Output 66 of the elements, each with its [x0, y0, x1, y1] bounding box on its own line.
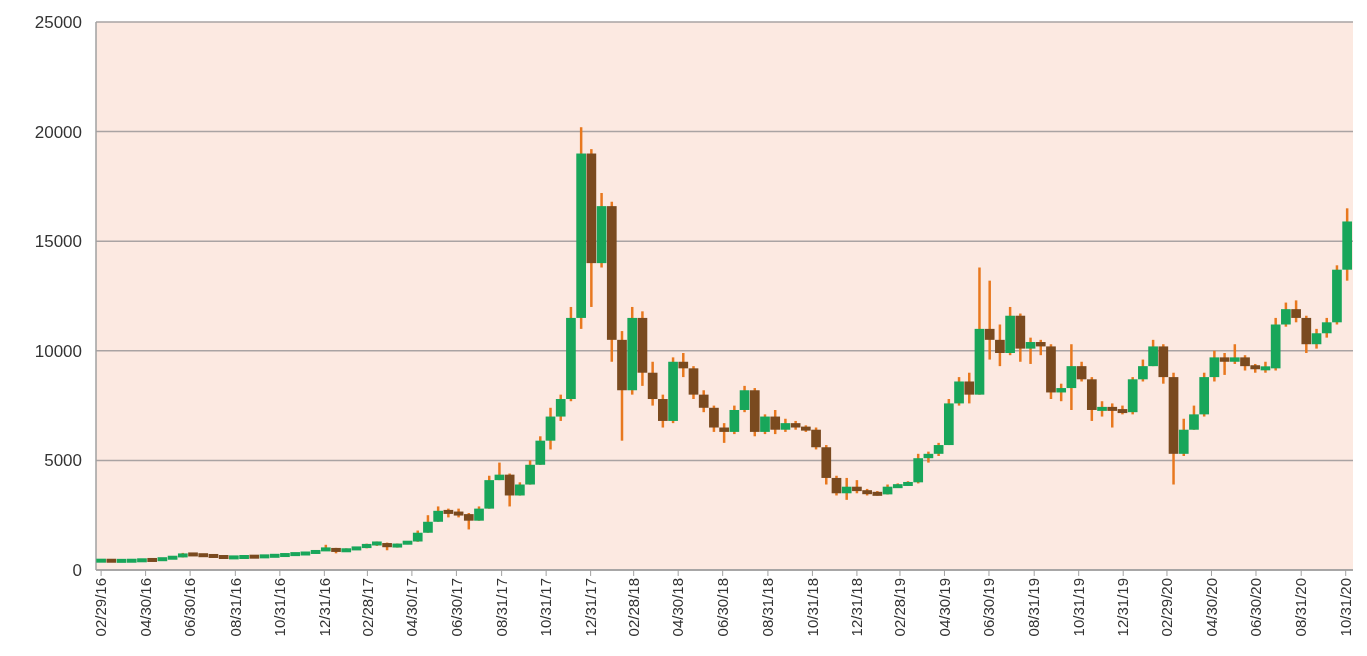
candlestick	[1291, 299, 1301, 324]
candlestick	[719, 421, 729, 445]
x-tick-label: 08/31/19	[1025, 578, 1043, 637]
y-tick-label: 15000	[34, 232, 82, 252]
candlestick	[995, 323, 1005, 368]
y-tick-label: 25000	[34, 12, 82, 32]
x-tick-label: 12/31/19	[1114, 578, 1132, 637]
x-tick-label: 02/28/18	[624, 578, 642, 637]
candlestick	[658, 393, 668, 429]
candlestick	[984, 279, 995, 361]
x-tick-label: 08/31/20	[1292, 578, 1310, 637]
candlestick	[1209, 349, 1220, 383]
y-tick-label: 10000	[34, 341, 82, 361]
candlestick	[504, 472, 515, 508]
y-tick-label: 20000	[34, 122, 82, 142]
candlestick	[1321, 316, 1332, 339]
x-tick-label: 02/28/19	[891, 578, 909, 637]
x-tick-label: 08/31/18	[759, 578, 777, 637]
candlestick	[1311, 327, 1322, 350]
x-tick-label: 12/31/18	[848, 578, 866, 637]
x-tick-label: 02/29/20	[1158, 578, 1176, 637]
y-tick-label: 0	[72, 560, 82, 580]
x-tick-label: 04/30/16	[136, 578, 154, 637]
candlestick	[1148, 338, 1158, 368]
candlestick	[1066, 342, 1077, 412]
x-tick-label: 08/31/16	[226, 578, 244, 637]
candlestick	[709, 404, 719, 434]
x-tick-label: 02/28/17	[358, 578, 376, 637]
x-tick-label: 10/31/19	[1069, 578, 1087, 637]
x-tick-label: 06/30/20	[1247, 578, 1265, 637]
x-tick-label: 06/30/16	[181, 578, 199, 637]
candlestick	[1229, 342, 1240, 366]
x-tick-label: 06/30/18	[713, 578, 731, 637]
x-tick-label: 04/30/19	[935, 578, 953, 637]
candlestick	[1025, 336, 1036, 366]
candlestick	[831, 474, 842, 497]
x-tick-label: 10/31/20	[1336, 578, 1354, 637]
candlestick	[841, 476, 852, 502]
candlestick	[555, 393, 566, 423]
x-tick-label: 10/31/17	[537, 578, 555, 637]
candlestick	[1189, 404, 1199, 431]
x-tick-label: 04/30/20	[1202, 578, 1220, 637]
candlestick	[770, 408, 781, 436]
x-tick-label: 06/30/19	[980, 578, 998, 637]
y-tick-label: 5000	[44, 451, 82, 471]
candlestick	[525, 459, 535, 486]
candlestick	[729, 404, 740, 436]
candlestick	[698, 389, 709, 414]
x-tick-label: 06/30/17	[447, 578, 465, 637]
candlestick	[760, 413, 770, 436]
candlestick	[964, 371, 975, 405]
x-tick-label: 10/31/16	[271, 578, 289, 637]
x-tick-label: 12/31/16	[315, 578, 333, 637]
candlestick	[1076, 360, 1087, 383]
x-tick-label: 04/30/18	[669, 578, 687, 637]
x-tick-label: 12/31/17	[581, 578, 599, 637]
x-tick-label: 08/31/17	[492, 578, 510, 637]
x-tick-label: 02/29/16	[92, 578, 110, 637]
candlestick	[1138, 358, 1148, 383]
candlestick	[739, 384, 750, 414]
candlestick	[678, 351, 689, 379]
x-tick-label: 10/31/18	[803, 578, 821, 637]
x-tick-label: 04/30/17	[403, 578, 421, 637]
candlestick	[954, 375, 964, 407]
candlestick	[1219, 351, 1230, 377]
candlestick	[1281, 301, 1291, 328]
